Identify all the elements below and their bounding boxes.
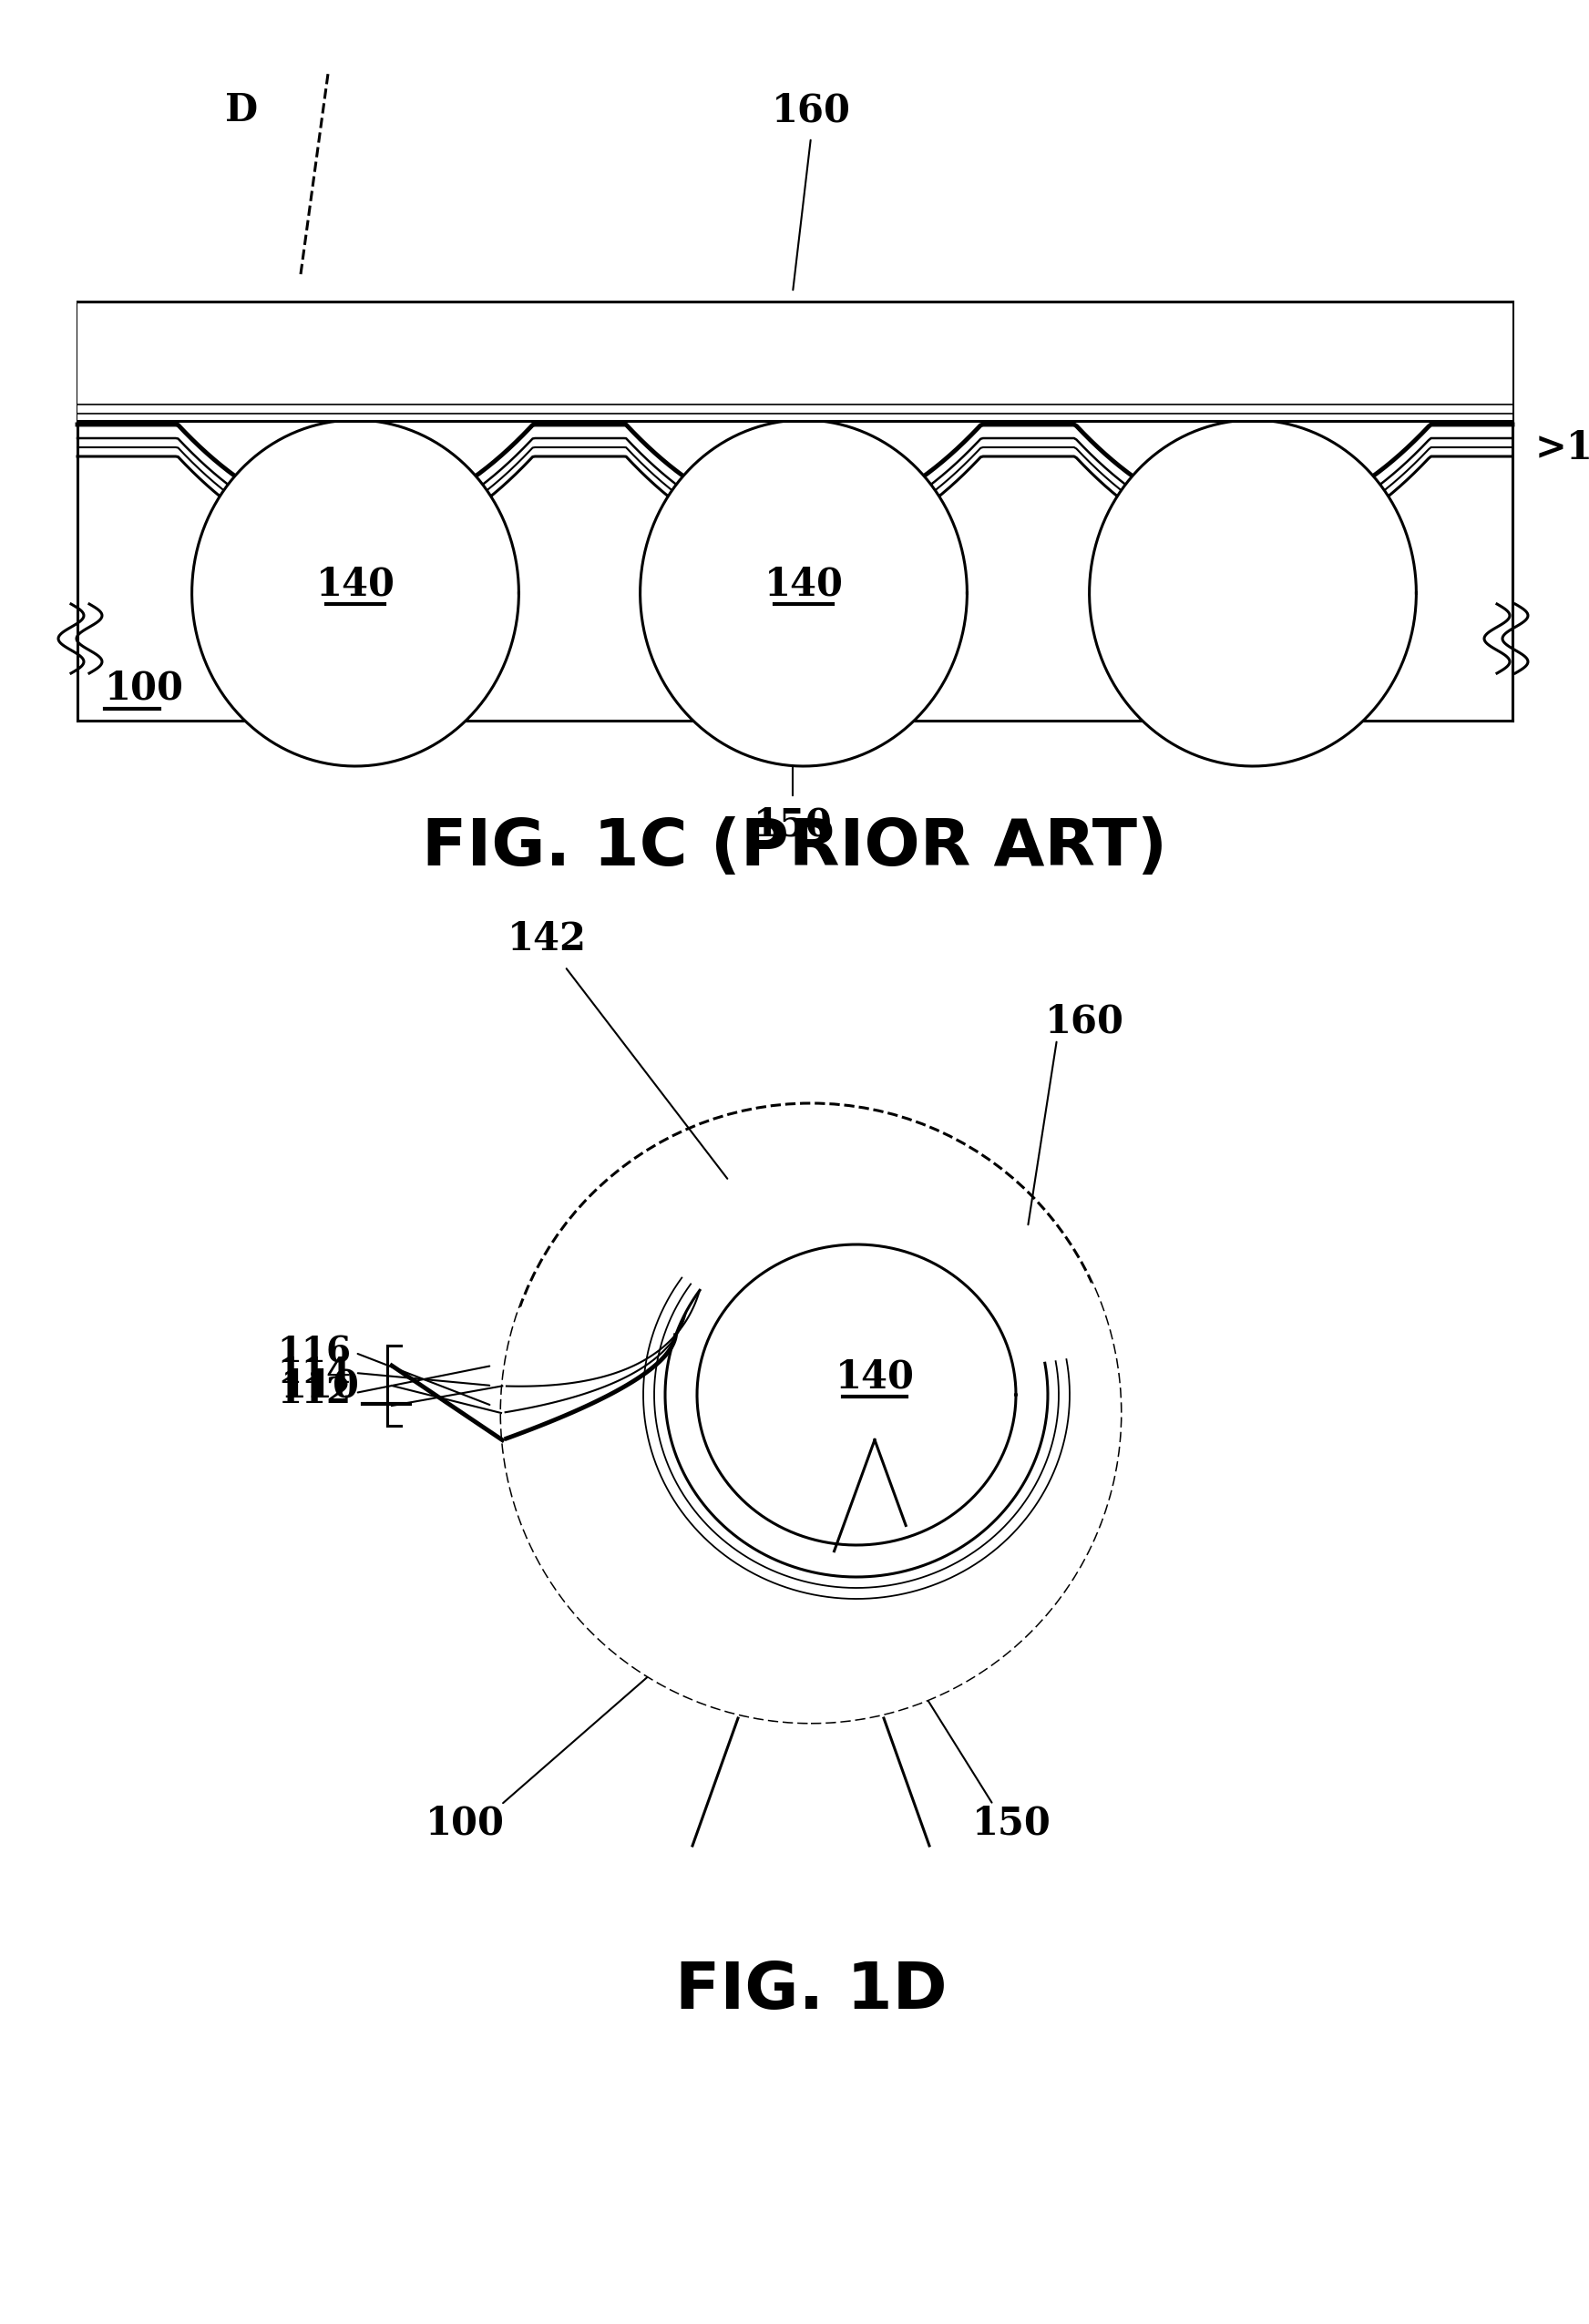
Polygon shape bbox=[501, 1283, 1120, 1722]
Polygon shape bbox=[698, 1243, 1015, 1545]
Text: 150: 150 bbox=[972, 1803, 1050, 1843]
Polygon shape bbox=[78, 456, 1513, 720]
Text: FIG. 1D: FIG. 1D bbox=[675, 1959, 947, 2022]
Text: 140: 140 bbox=[764, 565, 844, 604]
Text: 140: 140 bbox=[836, 1357, 914, 1397]
Polygon shape bbox=[192, 421, 518, 767]
Text: 142: 142 bbox=[507, 920, 586, 957]
Text: 150: 150 bbox=[753, 806, 833, 844]
Text: 100: 100 bbox=[424, 1803, 504, 1843]
Text: FIG. 1C (PRIOR ART): FIG. 1C (PRIOR ART) bbox=[421, 816, 1168, 878]
Text: 112: 112 bbox=[276, 1376, 351, 1411]
Text: D: D bbox=[226, 91, 257, 130]
Text: 110: 110 bbox=[281, 1367, 359, 1404]
Text: 140: 140 bbox=[316, 565, 396, 604]
Circle shape bbox=[502, 1104, 1120, 1722]
Polygon shape bbox=[78, 302, 1513, 421]
Text: 160: 160 bbox=[1044, 1002, 1123, 1041]
Polygon shape bbox=[1090, 421, 1416, 767]
Text: >110: >110 bbox=[1535, 428, 1589, 467]
Text: 100: 100 bbox=[105, 669, 184, 709]
Text: 160: 160 bbox=[771, 91, 850, 130]
Text: 114: 114 bbox=[276, 1355, 351, 1390]
Text: 116: 116 bbox=[276, 1336, 351, 1371]
Polygon shape bbox=[640, 421, 968, 767]
